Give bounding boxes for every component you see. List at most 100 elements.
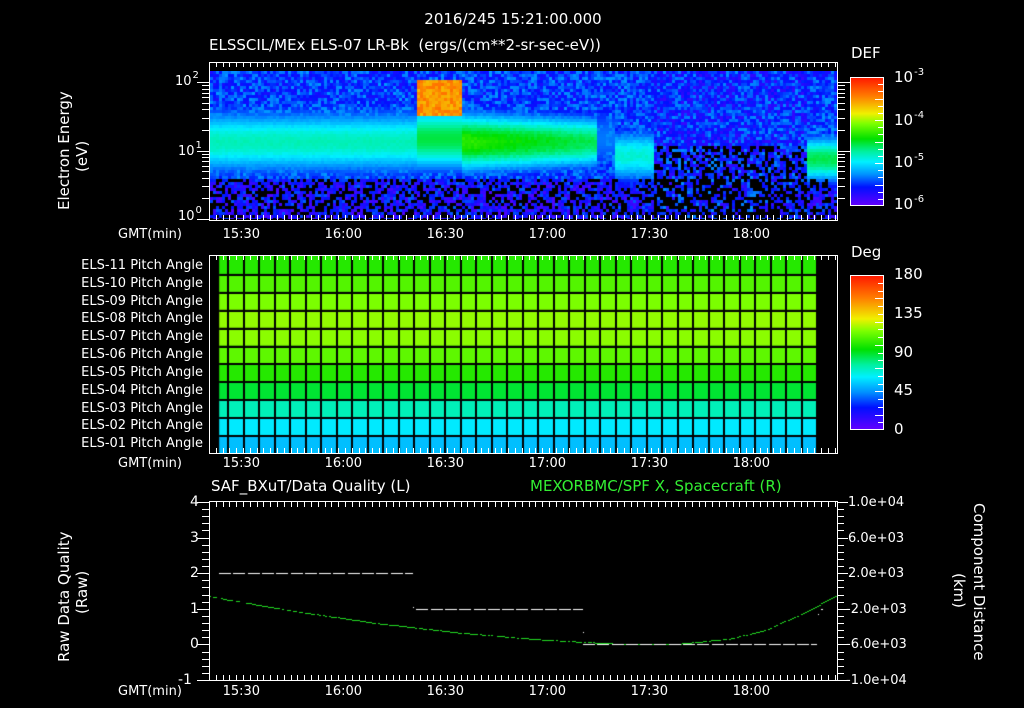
tick-mark	[420, 215, 421, 220]
time-tick-label: 15:30	[223, 685, 260, 698]
tick-mark	[838, 151, 850, 152]
tick-mark	[338, 215, 339, 220]
tick-mark	[773, 215, 774, 220]
tick-mark	[202, 580, 209, 581]
tick-mark	[236, 448, 237, 453]
tick-mark	[814, 255, 815, 260]
tick-mark	[197, 680, 209, 681]
tick-mark	[787, 215, 788, 220]
tick-mark	[658, 255, 659, 260]
tick-mark	[838, 509, 844, 510]
gmt-axis-label-3: GMT(min)	[118, 685, 182, 698]
tick-mark	[202, 103, 209, 104]
tick-mark	[838, 82, 850, 83]
tick-mark	[379, 255, 380, 260]
tick-mark	[508, 62, 509, 67]
tick-mark	[331, 448, 332, 453]
tick-mark	[597, 448, 598, 453]
line-plot-frame	[209, 501, 838, 681]
time-tick-label: 16:30	[427, 228, 464, 241]
tick-mark	[202, 523, 209, 524]
tick-mark	[624, 215, 625, 220]
component-distance-axis-unit: (km)	[951, 573, 966, 608]
tick-mark	[838, 602, 844, 603]
tick-mark	[202, 161, 209, 162]
tick-mark	[563, 62, 564, 67]
tick-mark	[828, 62, 829, 67]
tick-mark	[535, 448, 536, 453]
tick-mark	[318, 255, 319, 260]
tick-mark	[488, 215, 489, 220]
tick-mark	[807, 215, 808, 220]
tick-mark	[440, 215, 441, 220]
tick-mark	[467, 255, 468, 260]
tick-mark	[787, 255, 788, 260]
tick-mark	[603, 255, 604, 260]
tick-mark	[359, 448, 360, 453]
energy-tick-10: 101	[178, 145, 202, 158]
tick-mark	[420, 62, 421, 67]
tick-mark	[767, 255, 768, 260]
tick-mark	[522, 215, 523, 220]
tick-mark	[542, 448, 543, 453]
tick-mark	[699, 448, 700, 453]
tick-mark	[794, 215, 795, 220]
tick-mark	[838, 580, 844, 581]
tick-mark	[590, 62, 591, 67]
tick-mark	[529, 255, 530, 260]
plot-subtitle: ELSSCIL/MEx ELS-07 LR-Bk (ergs/(cm**2-sr…	[209, 38, 601, 53]
tick-mark	[427, 62, 428, 67]
tick-mark	[379, 448, 380, 453]
tick-mark	[454, 255, 455, 260]
tick-mark	[794, 255, 795, 260]
tick-mark	[878, 127, 883, 128]
tick-mark	[440, 62, 441, 67]
tick-mark	[447, 215, 448, 220]
tick-mark	[263, 62, 264, 67]
tick-mark	[461, 62, 462, 67]
tick-mark	[678, 448, 679, 453]
tick-mark	[556, 62, 557, 67]
tick-mark	[372, 448, 373, 453]
tick-mark	[780, 62, 781, 67]
tick-mark	[719, 215, 720, 220]
tick-mark	[488, 448, 489, 453]
tick-mark	[838, 530, 844, 531]
tick-mark	[875, 99, 883, 100]
tick-mark	[338, 255, 339, 260]
tick-mark	[393, 255, 394, 260]
component-distance-tick: -1.0e+04	[846, 674, 907, 687]
tick-mark	[461, 215, 462, 220]
tick-mark	[352, 215, 353, 220]
pitch-angle-row-label: ELS-05 Pitch Angle	[81, 366, 203, 379]
tick-mark	[331, 62, 332, 67]
tick-mark	[705, 62, 706, 67]
tick-mark	[658, 215, 659, 220]
tick-mark	[223, 215, 224, 220]
pitch-angle-row-label: ELS-11 Pitch Angle	[81, 259, 203, 272]
tick-mark	[603, 215, 604, 220]
tick-mark	[878, 134, 883, 135]
tick-mark	[644, 62, 645, 67]
tick-mark	[875, 185, 883, 186]
pitch-angle-row-label: ELS-01 Pitch Angle	[81, 437, 203, 450]
tick-mark	[202, 559, 209, 560]
tick-mark	[838, 595, 844, 596]
tick-mark	[352, 448, 353, 453]
time-tick-label: 17:00	[529, 457, 566, 470]
tick-mark	[467, 62, 468, 67]
tick-mark	[223, 448, 224, 453]
tick-mark	[814, 448, 815, 453]
tick-mark	[746, 215, 747, 220]
tick-mark	[814, 62, 815, 67]
tick-mark	[318, 448, 319, 453]
tick-mark	[501, 215, 502, 220]
tick-mark	[838, 97, 845, 98]
tick-mark	[878, 384, 883, 385]
tick-mark	[209, 62, 210, 67]
tick-mark	[712, 215, 713, 220]
tick-mark	[277, 62, 278, 67]
tick-mark	[651, 255, 652, 260]
tick-mark	[399, 448, 400, 453]
tick-mark	[236, 255, 237, 260]
